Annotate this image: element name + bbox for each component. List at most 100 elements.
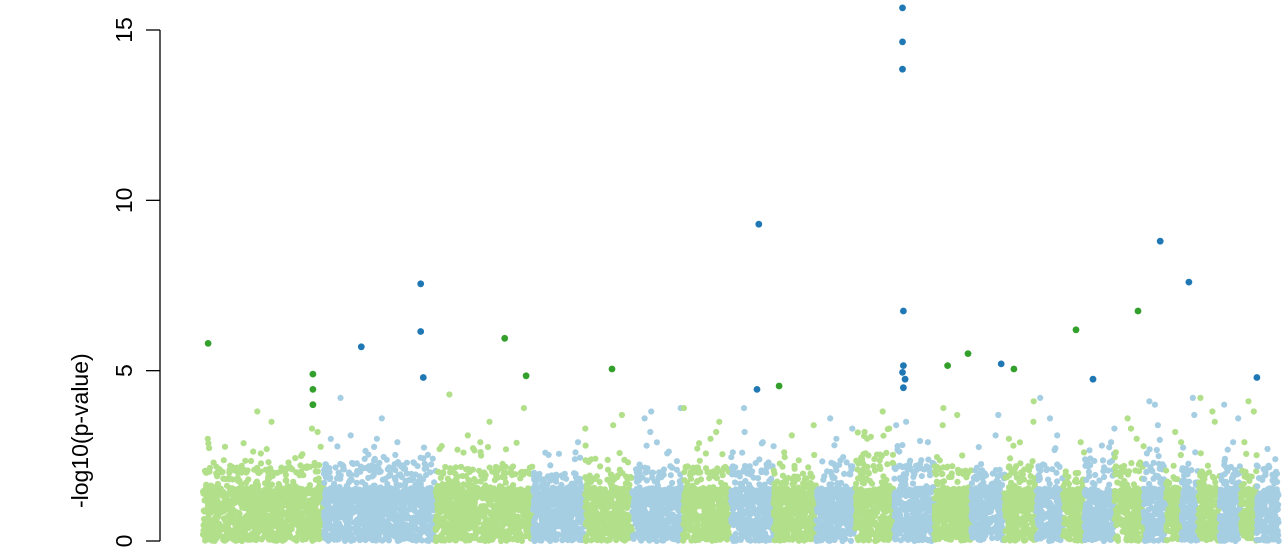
data-point bbox=[453, 505, 460, 512]
data-point bbox=[529, 463, 536, 470]
data-point bbox=[620, 529, 627, 536]
data-point bbox=[577, 485, 584, 492]
data-point bbox=[442, 463, 449, 471]
data-point bbox=[525, 485, 532, 492]
data-point bbox=[220, 457, 227, 464]
data-point bbox=[406, 514, 413, 522]
data-point bbox=[356, 535, 363, 542]
data-point bbox=[420, 444, 428, 451]
data-point bbox=[276, 509, 283, 516]
data-point bbox=[454, 446, 461, 453]
data-point bbox=[437, 500, 444, 507]
data-point bbox=[329, 524, 336, 531]
data-point bbox=[393, 522, 400, 529]
data-point bbox=[447, 519, 454, 527]
data-point bbox=[432, 527, 439, 534]
data-point bbox=[248, 516, 255, 524]
data-point bbox=[311, 536, 318, 543]
data-point bbox=[700, 522, 707, 529]
data-point bbox=[488, 492, 495, 499]
data-point bbox=[290, 535, 297, 543]
data-point bbox=[641, 532, 649, 539]
data-point bbox=[328, 497, 336, 504]
data-point bbox=[260, 507, 267, 514]
data-point bbox=[592, 522, 599, 529]
data-point bbox=[492, 505, 499, 513]
data-point bbox=[607, 471, 615, 478]
data-point bbox=[699, 534, 707, 542]
data-point bbox=[270, 531, 277, 538]
data-point bbox=[253, 519, 260, 526]
data-point bbox=[614, 522, 621, 529]
data-point bbox=[283, 477, 290, 484]
data-point bbox=[619, 488, 626, 495]
data-point bbox=[397, 482, 404, 489]
data-point bbox=[350, 460, 357, 468]
data-point bbox=[593, 473, 601, 480]
data-point bbox=[661, 499, 669, 506]
data-point bbox=[242, 457, 249, 464]
data-point bbox=[535, 499, 542, 506]
data-point bbox=[699, 489, 706, 496]
data-point bbox=[533, 536, 540, 543]
data-point bbox=[258, 520, 265, 527]
data-point bbox=[401, 499, 408, 506]
data-point bbox=[498, 501, 505, 508]
data-point bbox=[547, 462, 554, 469]
data-point bbox=[265, 513, 273, 520]
data-point bbox=[307, 524, 314, 531]
data-point bbox=[728, 454, 735, 461]
data-point bbox=[394, 439, 401, 446]
data-point bbox=[235, 519, 242, 526]
data-point bbox=[329, 532, 336, 539]
data-point bbox=[593, 492, 600, 499]
data-point bbox=[584, 480, 591, 487]
data-point bbox=[391, 461, 398, 468]
data-point bbox=[696, 468, 704, 475]
data-point bbox=[303, 464, 310, 472]
data-point bbox=[463, 497, 470, 505]
data-point bbox=[370, 532, 377, 539]
data-point bbox=[424, 451, 431, 458]
data-point bbox=[412, 482, 419, 489]
data-point bbox=[357, 487, 364, 494]
data-point bbox=[666, 486, 673, 493]
data-point bbox=[424, 498, 431, 505]
data-point bbox=[472, 522, 479, 529]
data-point bbox=[597, 463, 604, 470]
data-point bbox=[240, 440, 247, 447]
data-point bbox=[477, 439, 484, 446]
data-point bbox=[360, 495, 367, 502]
data-point bbox=[607, 527, 614, 534]
data-point bbox=[207, 501, 214, 508]
data-point bbox=[228, 516, 236, 523]
data-point bbox=[563, 475, 570, 482]
data-point bbox=[712, 515, 719, 523]
data-point bbox=[338, 506, 345, 513]
data-point bbox=[641, 415, 648, 422]
data-point bbox=[325, 536, 332, 543]
data-point bbox=[371, 524, 379, 531]
data-point bbox=[494, 468, 501, 475]
data-point bbox=[211, 505, 218, 512]
data-point bbox=[292, 455, 299, 462]
data-point bbox=[290, 508, 297, 515]
data-point bbox=[621, 456, 628, 463]
data-point bbox=[428, 461, 435, 468]
data-point bbox=[680, 537, 687, 544]
data-point bbox=[664, 509, 672, 516]
data-point bbox=[597, 485, 604, 492]
data-point bbox=[437, 474, 444, 481]
data-point bbox=[571, 480, 578, 487]
data-point bbox=[335, 474, 342, 481]
data-point bbox=[350, 497, 358, 504]
data-point bbox=[595, 535, 602, 542]
data-point bbox=[299, 451, 306, 458]
data-point bbox=[464, 482, 471, 489]
data-point bbox=[585, 522, 592, 529]
data-point bbox=[447, 469, 454, 476]
data-point bbox=[394, 537, 401, 545]
data-point bbox=[387, 530, 394, 537]
data-point bbox=[507, 492, 515, 499]
data-point bbox=[308, 425, 316, 432]
